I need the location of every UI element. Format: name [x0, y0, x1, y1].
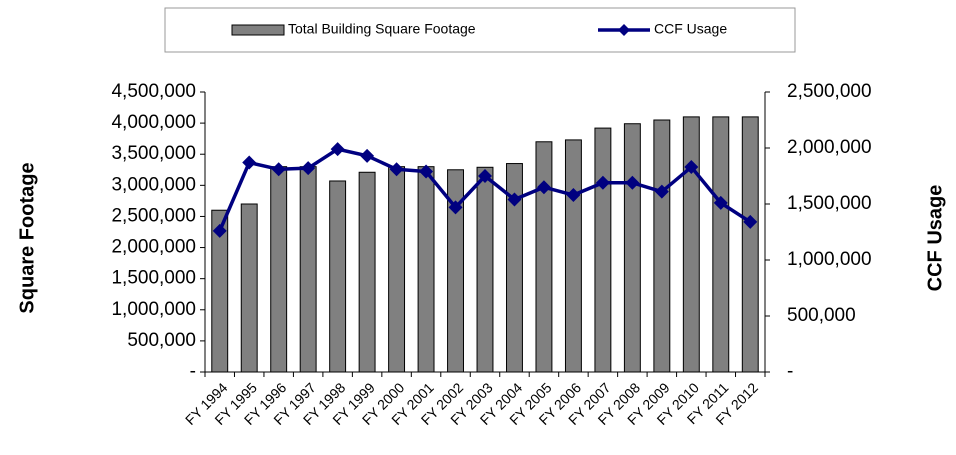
y2-tick-label: 2,000,000 [787, 137, 872, 158]
bar [712, 116, 730, 373]
bar [388, 166, 406, 373]
y-tick-label: 1,500,000 [111, 268, 196, 289]
legend-marker [618, 24, 630, 36]
legend-swatch [231, 24, 285, 36]
bar [535, 141, 553, 373]
y-tick-label: 4,000,000 [111, 112, 196, 133]
bar [741, 116, 759, 373]
y-tick-label: 500,000 [127, 330, 196, 351]
marker [360, 148, 375, 163]
marker [448, 200, 463, 215]
bar [329, 180, 347, 373]
marker [743, 214, 758, 229]
marker [242, 155, 257, 170]
bar [240, 203, 258, 373]
bar [476, 166, 494, 373]
legend-label: CCF Usage [654, 21, 727, 37]
y-tick-label: 1,000,000 [111, 299, 196, 320]
bar [564, 139, 582, 373]
marker [330, 142, 345, 157]
bar [299, 166, 317, 373]
y2-tick-label: 500,000 [787, 305, 856, 326]
marker [301, 161, 316, 176]
y2-tick-label: 1,500,000 [787, 193, 872, 214]
y-axis-title: Square Footage [16, 162, 38, 313]
marker [478, 169, 492, 183]
bar [211, 209, 229, 373]
y-tick-label: 2,500,000 [111, 205, 196, 226]
y2-tick-label: 1,000,000 [787, 249, 872, 270]
marker [419, 164, 434, 179]
legend-label: Total Building Square Footage [288, 21, 476, 37]
y2-tick-label: - [787, 361, 793, 382]
bar [653, 119, 671, 373]
bar [682, 116, 700, 373]
y-tick-label: 3,000,000 [111, 174, 196, 195]
marker [507, 192, 522, 207]
marker [595, 175, 610, 190]
marker [536, 180, 551, 195]
y2-tick-label: 2,500,000 [787, 81, 872, 102]
bar [623, 123, 641, 373]
bar [358, 171, 376, 373]
marker [654, 184, 669, 199]
bar [506, 163, 523, 373]
y-tick-label: 2,000,000 [111, 237, 196, 258]
bar [594, 127, 612, 373]
marker [684, 160, 699, 175]
bar [447, 169, 464, 373]
marker [212, 223, 227, 238]
marker [271, 162, 286, 177]
y2-axis-title: CCF Usage [924, 185, 946, 292]
marker [566, 188, 581, 203]
marker [625, 175, 640, 190]
bar [270, 166, 288, 373]
marker [713, 195, 728, 210]
y-tick-label: - [190, 361, 196, 382]
y-tick-label: 4,500,000 [111, 81, 196, 102]
bar [417, 166, 435, 373]
y-tick-label: 3,500,000 [111, 143, 196, 164]
marker [389, 162, 404, 177]
